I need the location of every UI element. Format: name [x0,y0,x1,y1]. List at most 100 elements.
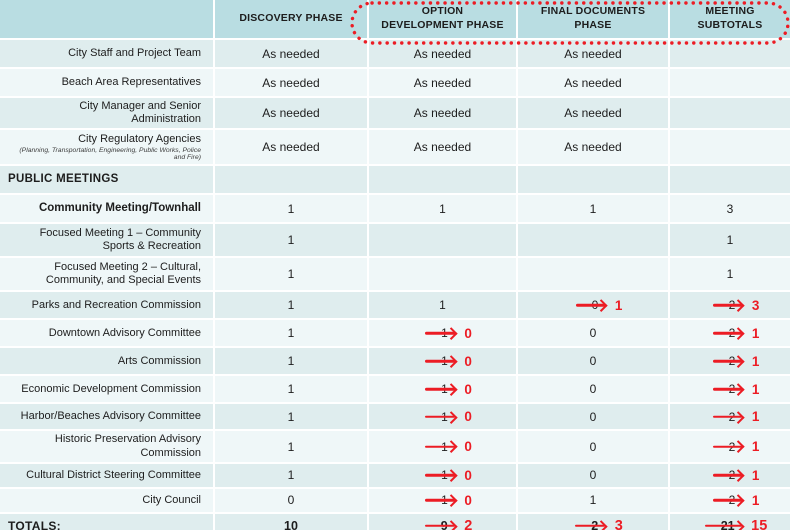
cell-value: 3 [726,201,734,216]
original-value-struck: 1 [425,410,451,424]
cell-value: 0 [589,409,597,424]
table-row-parks-and-recreation-commission: Parks and Recreation Commission 1 1 0 1 2 3 [0,292,790,321]
cell-value: 1 [439,298,446,313]
column-header-discovery-phase: DISCOVERY PHASE [215,0,369,40]
value-cell [670,130,790,167]
value-cell: 1 [215,224,369,259]
row-label-text: Harbor/Beaches Advisory Committee [20,410,201,423]
header-row: DISCOVERY PHASE OPTION DEVELOPMENT PHASE FI… [0,0,790,40]
cell-value: 10 [284,518,298,530]
row-label: Economic Development Commission [0,376,215,405]
row-label: Parks and Recreation Commission [0,292,215,321]
revised-value: 15 [751,517,768,530]
cell-value: As needed [564,75,622,90]
value-cell: 1 [215,292,369,321]
table-row-totals: TOTALS: 10 9 2 2 3 21 15 [0,513,790,530]
value-cell: 1 [215,404,369,432]
value-cell: 1 [215,463,369,489]
row-label-text: PUBLIC MEETINGS [8,172,119,185]
table-row-arts-commission: Arts Commission 1 1 0 0 2 1 [0,348,790,377]
cell-value: As needed [413,106,472,121]
value-cell: As needed [518,69,670,98]
revised-value: 0 [464,325,472,341]
row-label-text: TOTALS: [8,518,61,530]
cell-value: 0 [287,493,295,508]
cell-value: 0 [589,439,597,454]
row-label-text: City Council [142,493,201,506]
table-row-downtown-advisory-committee: Downtown Advisory Committee 1 1 0 0 2 1 [0,320,790,349]
cell-value: As needed [413,75,472,90]
value-cell: 1 [215,195,369,225]
value-cell [369,224,518,259]
row-label: Cultural District Steering Committee [0,463,215,489]
value-cell: As needed [369,98,518,131]
value-cell: 0 [518,320,670,349]
cell-value: 1 [287,201,295,216]
value-cell: As needed [215,69,369,98]
value-cell: 1 [215,431,369,464]
value-cell: 1 [369,195,518,225]
cell-value: 1 [287,326,295,341]
value-cell: 10 [215,513,369,530]
revised-value: 0 [464,353,472,369]
row-label: Focused Meeting 2 – Cultural, Community,… [0,258,215,293]
table-row-public-meetings: PUBLIC MEETINGS [0,166,790,196]
row-label-text: Focused Meeting 1 – Community Sports & R… [39,227,201,253]
value-cell [369,166,518,196]
cell-value: 0 [589,354,597,369]
revised-value: 1 [751,381,760,397]
row-label-text: Beach Area Representatives [61,75,201,88]
row-label: PUBLIC MEETINGS [0,166,215,196]
revised-value: 2 [464,517,473,530]
value-cell: As needed [518,98,670,131]
row-label-text: Arts Commission [117,354,201,367]
column-header-row-labels [0,0,215,40]
row-label: Community Meeting/Townhall [0,195,215,225]
value-cell [518,258,670,293]
row-label-text: City Staff and Project Team [68,46,201,59]
row-label: Arts Commission [0,348,215,377]
cell-value: 1 [287,298,295,313]
revised-value: 0 [464,381,472,397]
cell-value: 1 [287,409,295,424]
table-row-focused-meeting-1-community-sports-recreation: Focused Meeting 1 – Community Sports & R… [0,224,790,259]
value-cell: 1 [518,488,670,514]
cell-value: As needed [564,140,622,155]
value-cell: As needed [518,40,670,69]
value-cell: 1 [215,258,369,293]
row-label-text: Downtown Advisory Committee [48,326,201,339]
value-cell: 1 [215,348,369,377]
original-value-struck: 1 [425,354,451,368]
cell-value: 1 [439,201,446,216]
revised-value: 3 [751,297,760,313]
cell-value: 0 [589,468,597,483]
table-row-city-staff-and-project-team: City Staff and Project Team As needed As n… [0,40,790,69]
cell-value: As needed [413,140,472,155]
revision-annotation: 21 15 [705,517,768,530]
cell-value: As needed [564,46,622,61]
value-cell: 0 [518,404,670,432]
cell-value: As needed [262,46,320,61]
original-value-struck: 2 [713,298,739,312]
value-cell: 21 15 [670,513,790,530]
cell-value: 1 [589,493,597,508]
original-value-struck: 1 [425,326,451,340]
value-cell: 3 [670,195,790,225]
column-header-option-development-phase: OPTION DEVELOPMENT PHASE [369,0,518,40]
